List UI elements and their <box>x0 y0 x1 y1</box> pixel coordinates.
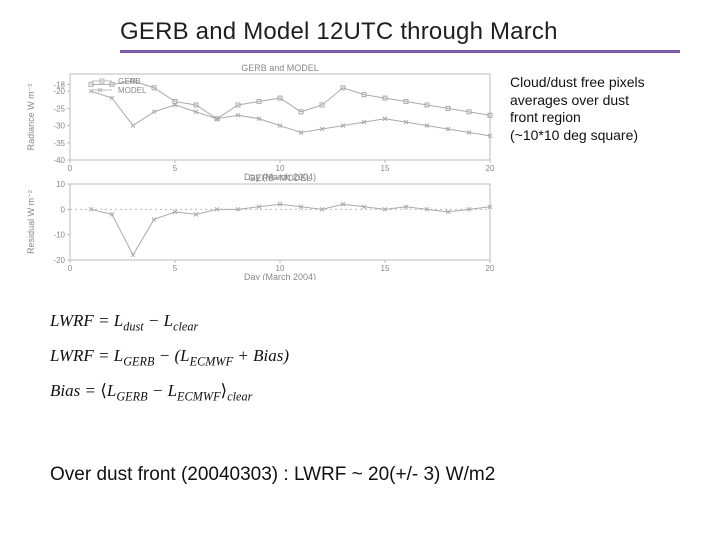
svg-text:20: 20 <box>486 264 495 273</box>
equations-block: LWRF = Ldust − Lclear LWRF = LGERB − (LE… <box>50 304 289 409</box>
svg-text:20: 20 <box>486 164 495 173</box>
title-underline <box>120 50 680 53</box>
svg-text:-35: -35 <box>53 139 65 148</box>
equation-1: LWRF = Ldust − Lclear <box>50 304 289 339</box>
svg-text:0: 0 <box>68 264 73 273</box>
svg-text:Residual W m⁻²: Residual W m⁻² <box>26 190 36 254</box>
svg-text:15: 15 <box>381 164 390 173</box>
annotation-line: averages over dust <box>510 92 710 110</box>
svg-text:0: 0 <box>61 205 66 214</box>
chart-svg: GERB and MODEL-18-20-25-30-35-4005101520… <box>20 60 500 280</box>
annotation-line: front region <box>510 109 710 127</box>
svg-text:-30: -30 <box>53 122 65 131</box>
annotation-line: Cloud/dust free pixels <box>510 74 710 92</box>
svg-text:Radiance W m⁻²: Radiance W m⁻² <box>26 84 36 151</box>
svg-text:-20: -20 <box>53 256 65 265</box>
svg-text:GERB and MODEL: GERB and MODEL <box>241 63 319 73</box>
slide-title: GERB and Model 12UTC through March <box>120 18 558 46</box>
equation-2: LWRF = LGERB − (LECMWF + Bias) <box>50 339 289 374</box>
footer-text: Over dust front (20040303) : LWRF ~ 20(+… <box>50 464 495 486</box>
svg-text:10: 10 <box>56 180 65 189</box>
svg-text:MODEL: MODEL <box>118 86 147 95</box>
svg-text:-10: -10 <box>53 231 65 240</box>
svg-text:GERB−MODEL: GERB−MODEL <box>249 173 312 183</box>
chart-area: GERB and MODEL-18-20-25-30-35-4005101520… <box>20 60 500 280</box>
svg-text:5: 5 <box>173 164 178 173</box>
svg-text:5: 5 <box>173 264 178 273</box>
equation-3: Bias = ⟨LGERB − LECMWF⟩clear <box>50 374 289 409</box>
svg-text:Day (March 2004): Day (March 2004) <box>244 272 316 280</box>
svg-text:0: 0 <box>68 164 73 173</box>
svg-text:GERB: GERB <box>118 77 141 86</box>
svg-text:-40: -40 <box>53 156 65 165</box>
svg-text:-20: -20 <box>53 87 65 96</box>
svg-text:15: 15 <box>381 264 390 273</box>
svg-text:-25: -25 <box>53 104 65 113</box>
annotation-line: (~10*10 deg square) <box>510 127 710 145</box>
annotation-text: Cloud/dust free pixels averages over dus… <box>510 74 710 144</box>
